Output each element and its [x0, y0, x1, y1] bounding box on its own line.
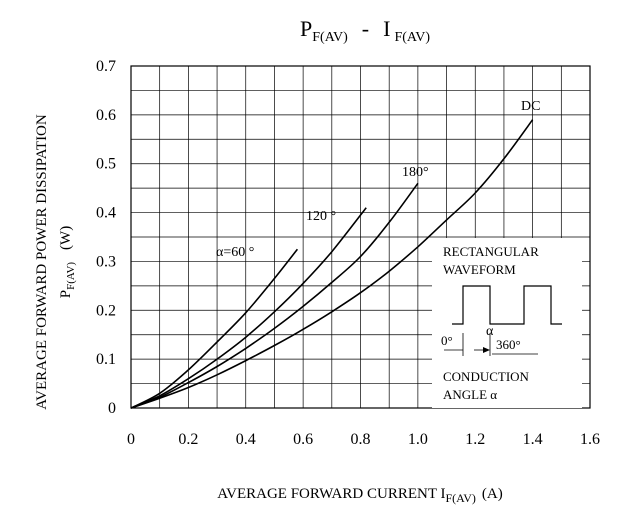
y-tick-label: 0.4: [96, 205, 116, 222]
x-axis-label-unit: (A): [482, 486, 503, 502]
x-tick-label: 1.0: [408, 431, 428, 448]
y-tick-label: 0: [108, 400, 116, 417]
waveform-icon: [452, 285, 562, 325]
x-tick-label: 0.2: [178, 431, 198, 448]
x-tick-label: 1.6: [580, 431, 600, 448]
x-tick-label: 0.6: [293, 431, 313, 448]
x-tick-label: 1.2: [465, 431, 485, 448]
series-curve-0: [130, 248, 299, 409]
y-axis-label-unit: (W): [58, 226, 74, 250]
y-tick-label: 0.3: [96, 253, 116, 270]
series-curves: [130, 119, 534, 409]
title-main: P: [300, 16, 312, 41]
x-tick-label: 0.8: [351, 431, 371, 448]
inset-360-label: 360°: [496, 337, 521, 352]
y-tick-label: 0.2: [96, 302, 116, 319]
x-axis-label-sub: F(AV): [445, 491, 475, 505]
series-label-dc: DC: [521, 99, 540, 114]
plot-frame: [130, 65, 591, 409]
y-axis-label-main: P: [58, 290, 74, 298]
inset-line3: CONDUCTION: [443, 369, 530, 384]
y-tick-label: 0.5: [96, 156, 116, 173]
title-second-sub: F(AV): [394, 30, 430, 45]
series-label-60: α=60 °: [216, 245, 254, 260]
inset-alpha-label: α: [486, 324, 494, 339]
y-tick-label: 0.7: [96, 58, 116, 75]
x-tick-label: 1.4: [523, 431, 543, 448]
title-second: I: [383, 16, 390, 41]
inset-line2: WAVEFORM: [443, 262, 516, 277]
inset-arrow-head: [483, 347, 490, 353]
series-label-180: 180°: [402, 165, 429, 180]
y-tick-labels: 0 0.1 0.2 0.3 0.4 0.5 0.6 0.7: [96, 58, 116, 417]
x-tick-label: 0.4: [236, 431, 256, 448]
y-axis-label-line2: PF(AV) (W): [58, 226, 77, 298]
series-curve-3: [130, 119, 534, 409]
chart-title: PF(AV) - I F(AV): [300, 16, 430, 45]
x-axis-label-main: AVERAGE FORWARD CURRENT I: [217, 486, 445, 502]
y-tick-label: 0.6: [96, 107, 116, 124]
y-axis-label-sub: F(AV): [65, 262, 77, 290]
y-tick-label: 0.1: [96, 351, 116, 368]
series-curve-1: [130, 207, 367, 409]
inset-panel: [432, 238, 582, 408]
series-label-120: 120 °: [306, 209, 336, 224]
title-sep: -: [362, 16, 369, 41]
inset-line4: ANGLE α: [443, 387, 497, 402]
y-axis-label-line1: AVERAGE FORWARD POWER DISSIPATION: [34, 114, 50, 410]
x-tick-label: 0: [127, 431, 135, 448]
title-main-sub: F(AV): [312, 30, 348, 45]
x-tick-labels: 0 0.2 0.4 0.6 0.8 1.0 1.2 1.4 1.6: [127, 431, 600, 448]
inset-zero-label: 0°: [441, 333, 453, 348]
x-axis-label: AVERAGE FORWARD CURRENT IF(AV) (A): [217, 486, 503, 505]
series-curve-2: [130, 182, 419, 409]
inset-line1: RECTANGULAR: [443, 244, 539, 259]
